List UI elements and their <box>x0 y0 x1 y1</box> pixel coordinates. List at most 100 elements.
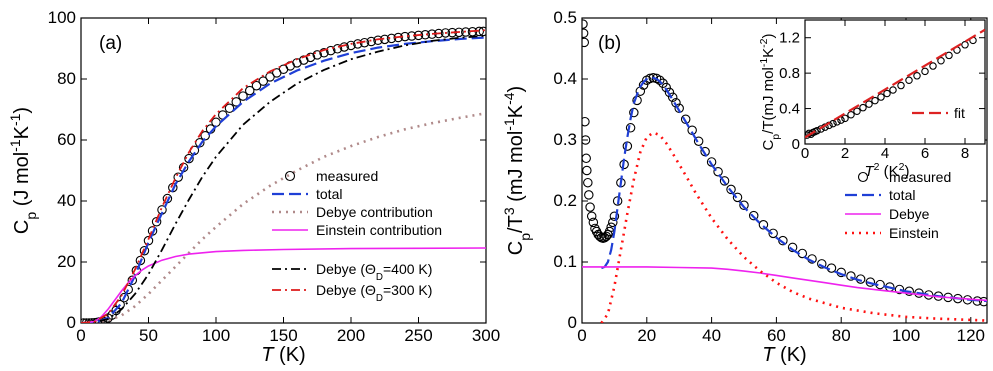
panel-a-y-title: Cp (J mol-1K-1) <box>7 107 39 234</box>
panel-b-x-tick-label: 20 <box>637 326 656 345</box>
panel-a-frame <box>80 17 487 324</box>
panel-b-point <box>719 176 730 186</box>
panel-b-point <box>846 271 856 281</box>
panel-a-series-3 <box>81 247 486 323</box>
panel-b-frame <box>581 17 988 324</box>
inset-point <box>883 89 891 98</box>
inset-y-tick-label: 1.2 <box>779 30 800 47</box>
inset-x-tick-label: 2 <box>841 145 849 162</box>
inset-x-tick-label: 0 <box>801 145 809 162</box>
panel-a-point <box>352 39 363 49</box>
panel-b-legend-label-3: Einstein <box>889 225 939 241</box>
inset-point <box>847 111 855 119</box>
panel-b-point <box>622 141 633 151</box>
panel-b-point <box>625 123 636 133</box>
inset-point <box>889 86 897 94</box>
panel-b-point <box>583 177 593 188</box>
panel-b-point <box>655 75 665 85</box>
panel-b-point <box>661 82 671 93</box>
inset-x-title: T2 (K2) <box>864 161 909 180</box>
panel-a-x-tick-label: 200 <box>337 326 365 345</box>
panel-b-legend-label-0: measured <box>889 169 951 185</box>
panel-a-legend-0-marker <box>284 170 296 182</box>
panel-b-point <box>582 165 592 176</box>
panel-a-y-tick-label: 0 <box>67 313 76 332</box>
inset-point <box>945 51 953 60</box>
panel-b-point <box>667 92 678 103</box>
panel-b-point <box>585 202 595 212</box>
panel-a-point <box>238 91 248 101</box>
panel-b-legend-label-2: Debye <box>889 206 930 222</box>
panel-a-x-tick-label: 50 <box>139 326 158 345</box>
inset-point <box>913 72 921 80</box>
panel-a-x-tick-label: 250 <box>404 326 432 345</box>
inset-point <box>817 125 825 133</box>
panel-b-point <box>586 211 597 222</box>
panel-a-label: (a) <box>99 33 122 54</box>
panel-b-point <box>787 242 798 253</box>
panel-a-legend-label-2: Debye contribution <box>316 204 433 220</box>
panel-a-y-tick-label: 40 <box>57 191 76 210</box>
inset-y-tick-label: 0.4 <box>779 101 800 118</box>
inset-point <box>897 81 905 90</box>
panel-a-series-4 <box>81 34 486 323</box>
panel-a-point <box>373 35 383 46</box>
panel-a-legend-label-5: Debye (ΘD=300 K) <box>316 282 432 304</box>
inset-point <box>937 56 945 65</box>
panel-b-x-title: T (K) <box>762 344 806 366</box>
inset-point <box>905 76 913 84</box>
panel-b-point <box>609 211 620 222</box>
panel-a-series-5 <box>81 29 486 323</box>
panel-a: 0 50 100 150 200 250 300 0 20 40 60 80 100 (a) T (K) Cp… <box>7 8 500 366</box>
inset-legend-label-0: fit <box>954 105 965 121</box>
panel-b-x-tick-label: 120 <box>957 326 985 345</box>
panel-a-point <box>298 55 309 65</box>
inset-point <box>921 67 929 76</box>
panel-a-line <box>81 247 486 323</box>
panel-b-series-3 <box>600 131 987 323</box>
panel-a-point <box>211 117 221 128</box>
panel-b-point <box>582 135 591 145</box>
panel-a-point <box>151 216 162 227</box>
panel-a-point <box>115 299 125 310</box>
panel-b-point <box>582 28 589 38</box>
panel-b-point <box>582 153 591 164</box>
panel-b-point <box>612 196 623 206</box>
panel-a-x-title: T (K) <box>261 344 305 366</box>
panel-b-x-tick-label: 100 <box>892 326 920 345</box>
inset-series-1 <box>805 28 985 139</box>
panel-b-point <box>758 220 769 230</box>
panel-a-point <box>231 97 242 107</box>
panel-b-point <box>582 116 590 127</box>
panel-a-point <box>460 27 471 37</box>
panel-a-point <box>224 103 235 114</box>
panel-b-y-tick-label: 0.5 <box>553 8 577 27</box>
panel-a-point <box>139 245 150 256</box>
panel-a-point <box>127 275 138 286</box>
panel-b-point <box>648 73 659 83</box>
panel-b-series-1 <box>601 76 987 303</box>
panel-b-point <box>582 37 590 48</box>
panel-a-point <box>440 28 451 38</box>
panel-b-line <box>601 76 987 303</box>
inset-point <box>871 96 879 105</box>
inset-x-tick-label: 4 <box>881 145 889 162</box>
panel-b-point <box>732 192 743 203</box>
panel-b-y-tick-label: 0.4 <box>553 69 577 88</box>
panel-b-point <box>584 190 594 200</box>
panel-a-line <box>81 29 486 323</box>
panel-a-point <box>393 32 403 43</box>
panel-a-y-tick-label: 100 <box>48 8 76 27</box>
inset-x-tick-label: 6 <box>921 145 929 162</box>
panel-b-series-2 <box>582 266 987 302</box>
panel-a-point <box>184 153 194 164</box>
panel-b-point <box>865 277 876 287</box>
panel-b-x-tick-label: 0 <box>577 326 586 345</box>
panel-b-x-tick-label: 60 <box>767 326 786 345</box>
panel-a-x-tick-label: 150 <box>269 326 297 345</box>
panel-a-x-tick-label: 100 <box>202 326 230 345</box>
panel-b-point <box>629 107 639 118</box>
inset-point <box>859 103 867 112</box>
panel-a-legend-label-4: Debye (ΘD=400 K) <box>316 261 432 283</box>
inset-point <box>813 126 821 135</box>
